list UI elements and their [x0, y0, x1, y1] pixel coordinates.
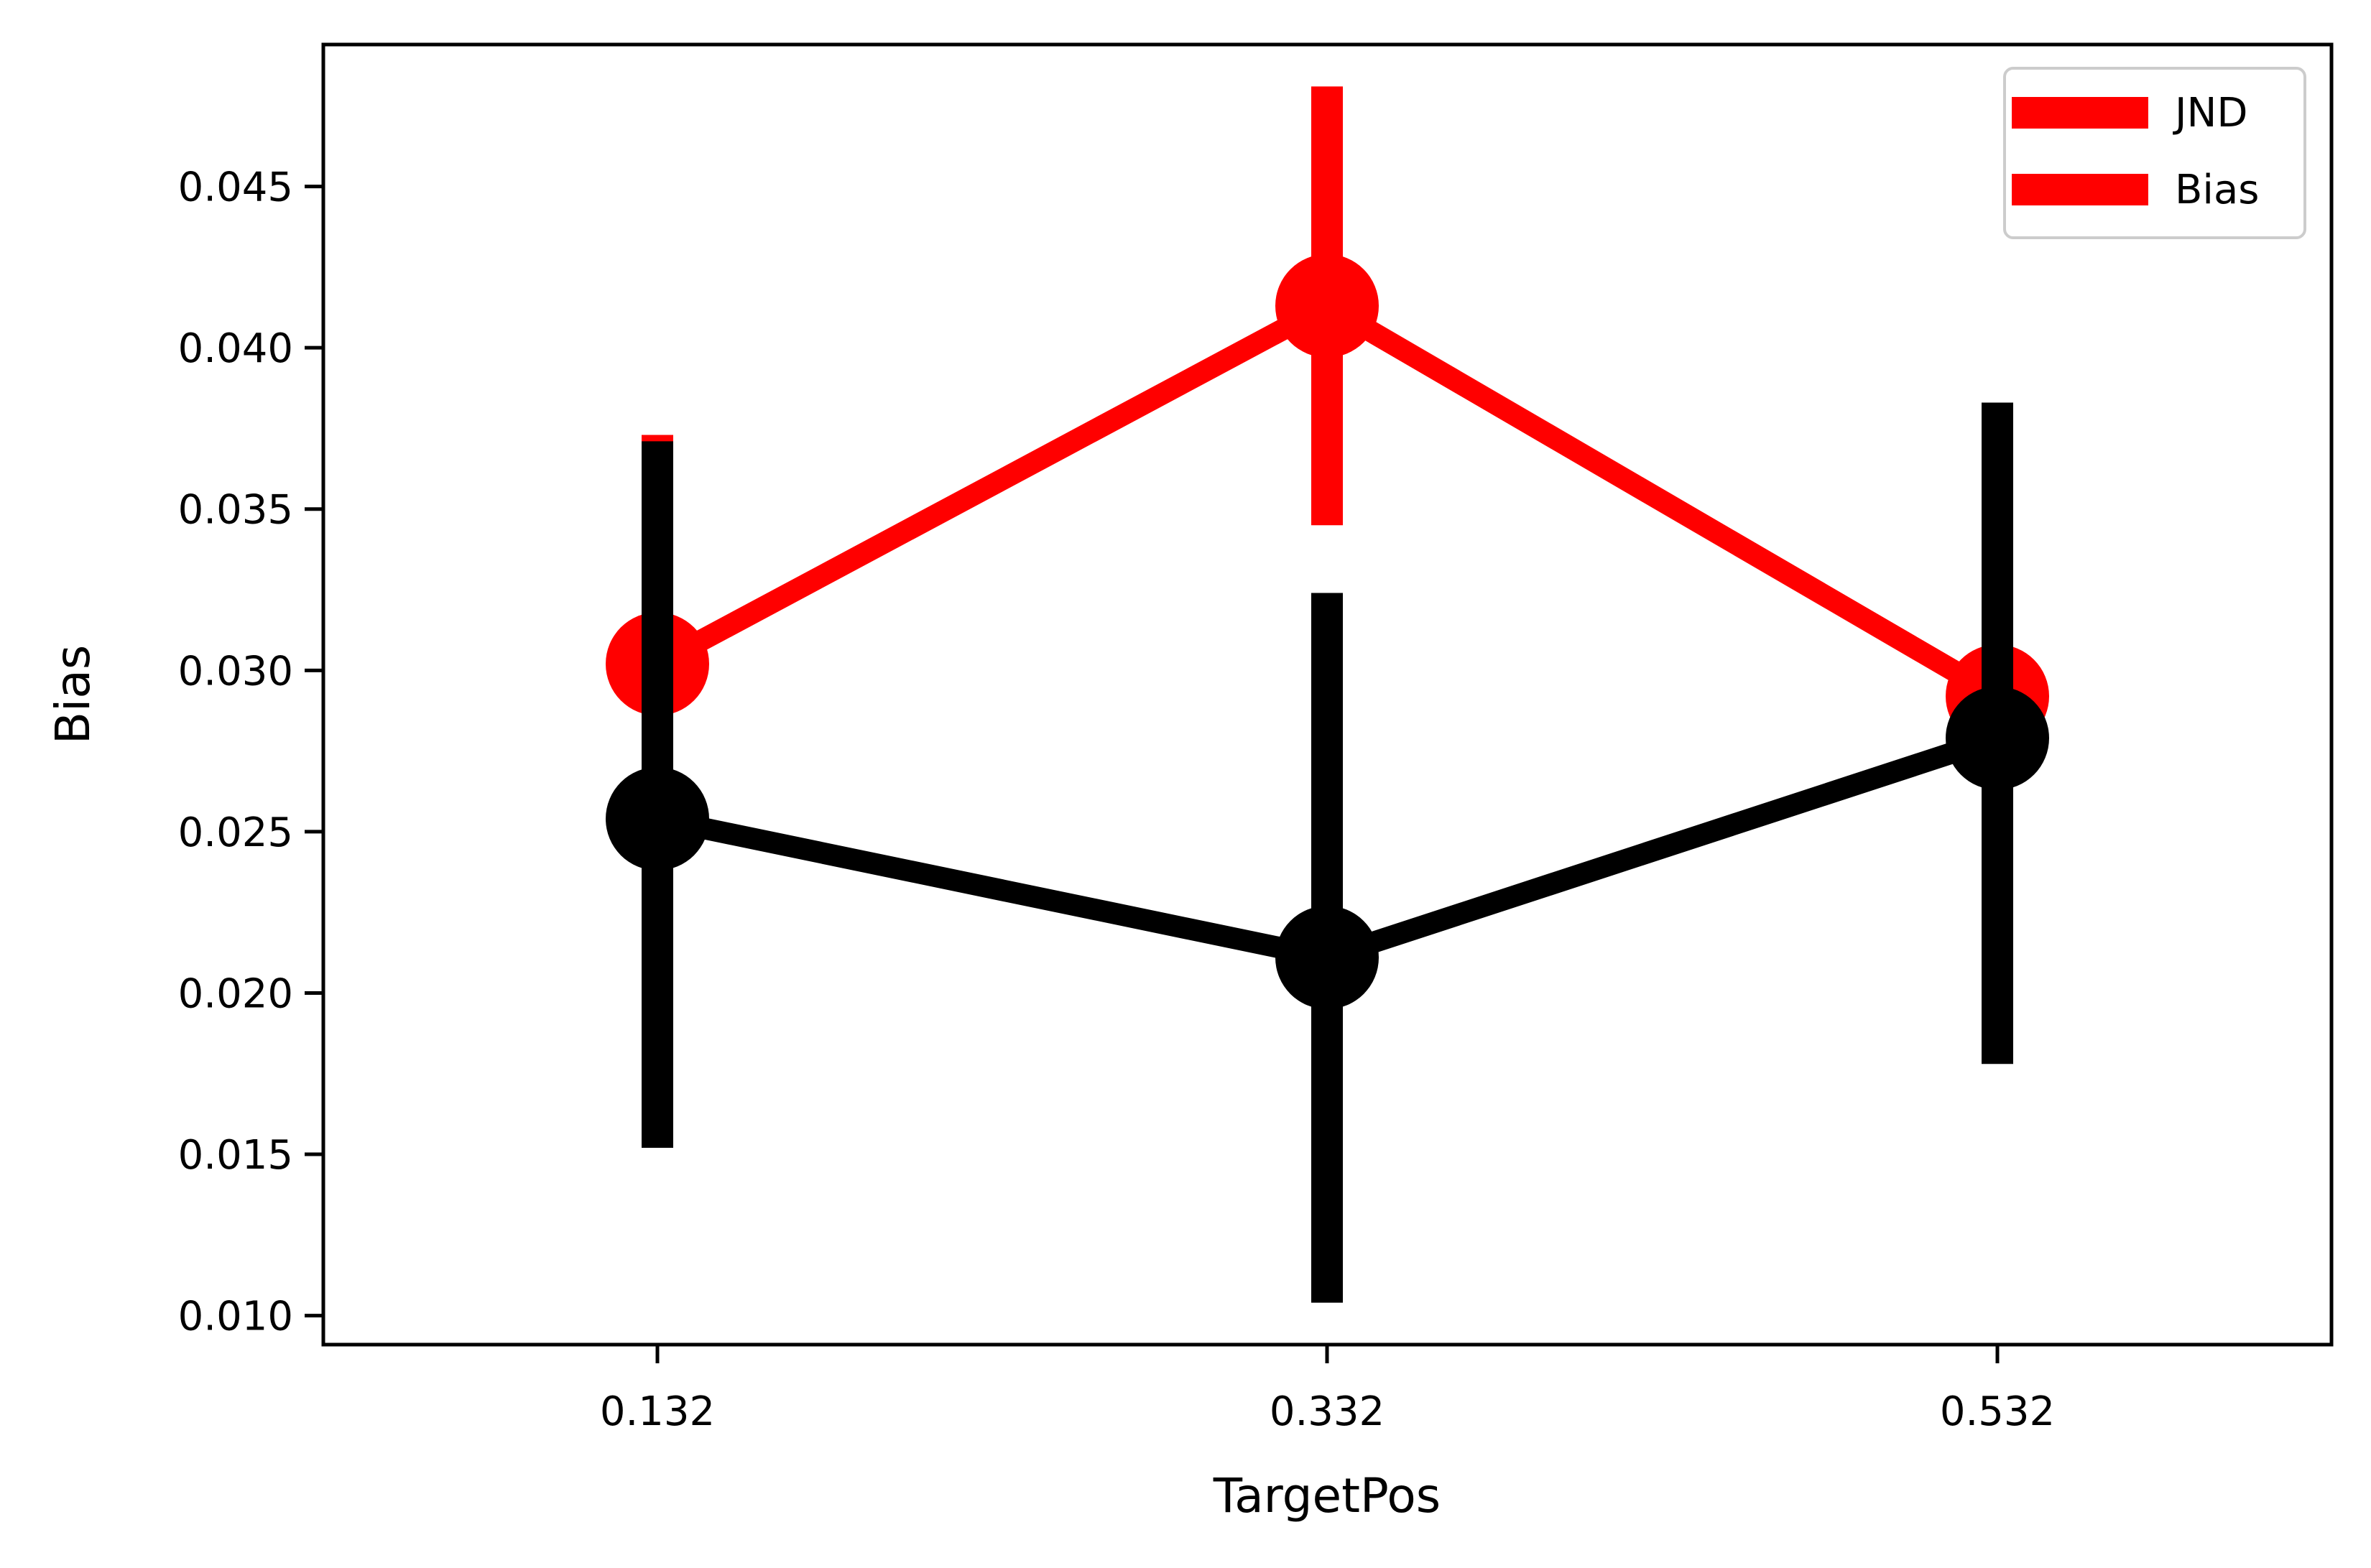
data-point-bias [606, 766, 709, 871]
x-tick-label: 0.532 [1940, 1388, 2055, 1435]
data-point-jnd [1275, 254, 1379, 358]
legend: JND Bias [2003, 67, 2306, 239]
y-tick-label: 0.030 [178, 648, 293, 695]
x-axis-ticks: 0.132 0.332 0.532 [600, 1345, 2055, 1435]
y-tick-label: 0.015 [178, 1132, 293, 1179]
legend-box [2003, 67, 2306, 239]
data-point-bias [1275, 906, 1379, 1010]
y-tick-label: 0.010 [178, 1294, 293, 1340]
data-point-bias [1946, 686, 2049, 790]
y-tick-label: 0.020 [178, 970, 293, 1017]
y-tick-label: 0.040 [178, 325, 293, 372]
y-axis-label: Bias [45, 645, 101, 744]
y-tick-label: 0.025 [178, 809, 293, 856]
series-bias [606, 402, 2049, 1303]
legend-label-bias: Bias [2175, 167, 2259, 213]
x-tick-label: 0.132 [600, 1388, 715, 1435]
legend-label-jnd: JND [2173, 90, 2248, 136]
x-tick-label: 0.332 [1270, 1388, 1385, 1435]
x-axis-label: TargetPos [1213, 1468, 1441, 1523]
y-axis-ticks: 0.010 0.015 0.020 0.025 0.030 0.035 0.040 0.045 [178, 164, 323, 1340]
y-tick-label: 0.045 [178, 164, 293, 211]
plot-marks [606, 86, 2049, 1303]
y-tick-label: 0.035 [178, 487, 293, 534]
